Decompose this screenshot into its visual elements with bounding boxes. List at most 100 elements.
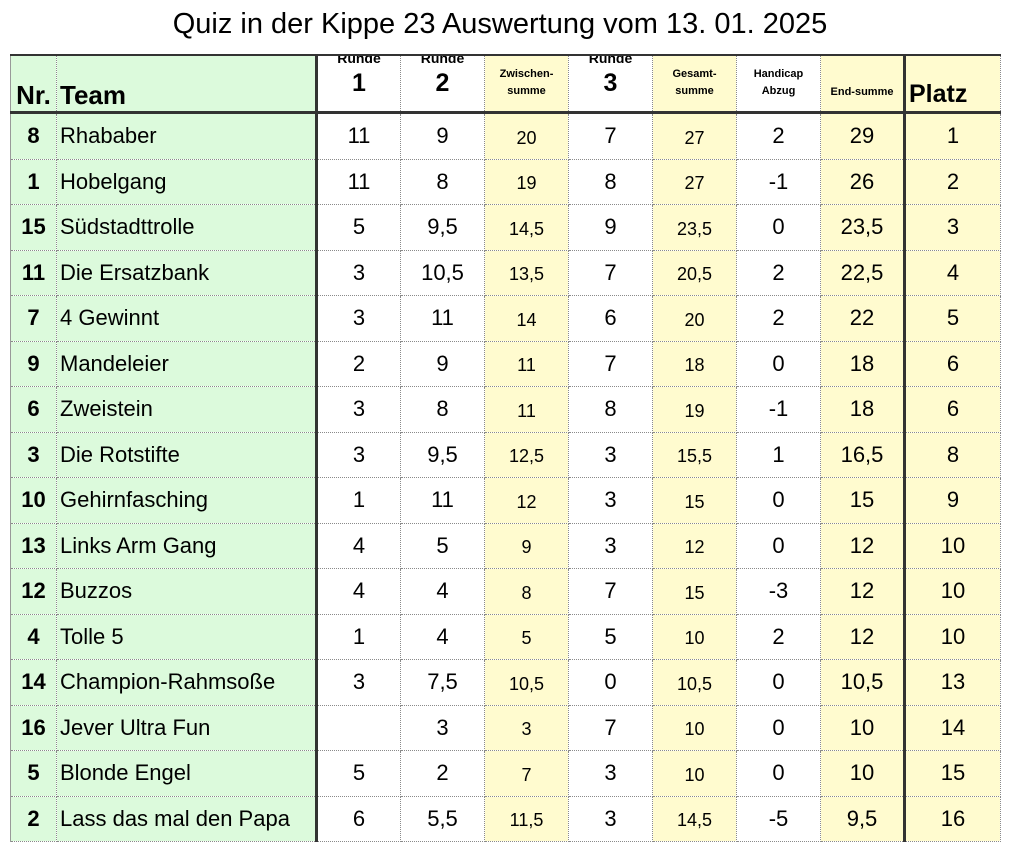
cell-platz: 9 — [904, 477, 1001, 524]
cell-platz: 2 — [904, 158, 1001, 205]
table-row: 12 Buzzos 4 4 8 7 15 -3 12 10 — [10, 568, 1001, 615]
cell-gesamtsumme: 10 — [652, 613, 737, 660]
cell-platz: 16 — [904, 795, 1001, 842]
cell-runde-1: 3 — [316, 659, 401, 706]
cell-runde-3: 8 — [568, 386, 653, 433]
table-row: 8 Rhababer 11 9 20 7 27 2 29 1 — [10, 112, 1001, 160]
table-row: 14 Champion-Rahmsoße 3 7,5 10,5 0 10,5 0 10,5 13 — [10, 659, 1001, 706]
cell-handicap: 2 — [736, 112, 821, 160]
cell-runde-1: 5 — [316, 750, 401, 797]
cell-handicap: -3 — [736, 568, 821, 615]
cell-runde-3: 7 — [568, 112, 653, 160]
cell-runde-3: 3 — [568, 795, 653, 842]
cell-runde-1: 1 — [316, 613, 401, 660]
cell-nr: 11 — [10, 249, 57, 296]
cell-gesamtsumme: 20 — [652, 295, 737, 342]
cell-platz: 3 — [904, 204, 1001, 251]
cell-nr: 10 — [10, 477, 57, 524]
cell-gesamtsumme: 20,5 — [652, 249, 737, 296]
cell-nr: 1 — [10, 158, 57, 205]
cell-runde-2: 4 — [400, 568, 485, 615]
cell-platz: 6 — [904, 340, 1001, 387]
table-row: 5 Blonde Engel 5 2 7 3 10 0 10 15 — [10, 750, 1001, 797]
cell-team: Buzzos — [56, 568, 318, 615]
cell-gesamtsumme: 15 — [652, 568, 737, 615]
cell-zwischensumme: 19 — [484, 158, 569, 205]
cell-handicap: 2 — [736, 295, 821, 342]
cell-runde-3: 3 — [568, 522, 653, 569]
cell-runde-2: 7,5 — [400, 659, 485, 706]
cell-runde-2: 8 — [400, 386, 485, 433]
cell-runde-3: 7 — [568, 704, 653, 751]
cell-platz: 13 — [904, 659, 1001, 706]
table-row: 13 Links Arm Gang 4 5 9 3 12 0 12 10 — [10, 522, 1001, 569]
cell-runde-1: 6 — [316, 795, 401, 842]
table-row: 2 Lass das mal den Papa 6 5,5 11,5 3 14,5 -5 9,5… — [10, 795, 1001, 842]
table-row: 15 Südstadttrolle 5 9,5 14,5 9 23,5 0 23,5 3 — [10, 204, 1001, 251]
cell-team: Lass das mal den Papa — [56, 795, 318, 842]
cell-zwischensumme: 10,5 — [484, 659, 569, 706]
cell-nr: 3 — [10, 431, 57, 478]
cell-nr: 9 — [10, 340, 57, 387]
cell-endsumme: 18 — [820, 386, 906, 433]
cell-runde-2: 4 — [400, 613, 485, 660]
cell-runde-1: 3 — [316, 249, 401, 296]
header-handicap: Handicap Abzug — [736, 54, 821, 114]
cell-handicap: -1 — [736, 158, 821, 205]
cell-zwischensumme: 20 — [484, 112, 569, 160]
cell-nr: 13 — [10, 522, 57, 569]
cell-nr: 6 — [10, 386, 57, 433]
cell-runde-1 — [316, 704, 401, 751]
cell-platz: 15 — [904, 750, 1001, 797]
cell-runde-1: 4 — [316, 568, 401, 615]
cell-endsumme: 22 — [820, 295, 906, 342]
cell-platz: 5 — [904, 295, 1001, 342]
cell-runde-1: 2 — [316, 340, 401, 387]
table-row: 9 Mandeleier 2 9 11 7 18 0 18 6 — [10, 340, 1001, 387]
header-runde-1: Runde 1 — [316, 54, 401, 114]
cell-runde-2: 10,5 — [400, 249, 485, 296]
cell-handicap: 0 — [736, 750, 821, 797]
cell-gesamtsumme: 10 — [652, 750, 737, 797]
cell-endsumme: 10 — [820, 704, 906, 751]
cell-runde-3: 9 — [568, 204, 653, 251]
cell-handicap: 0 — [736, 204, 821, 251]
cell-runde-2: 3 — [400, 704, 485, 751]
cell-runde-1: 3 — [316, 295, 401, 342]
cell-endsumme: 26 — [820, 158, 906, 205]
header-endsumme: End-summe — [820, 54, 906, 114]
cell-zwischensumme: 5 — [484, 613, 569, 660]
cell-gesamtsumme: 10,5 — [652, 659, 737, 706]
cell-team: Mandeleier — [56, 340, 318, 387]
table-row: 10 Gehirnfasching 1 11 12 3 15 0 15 9 — [10, 477, 1001, 524]
cell-nr: 8 — [10, 112, 57, 160]
cell-team: Champion-Rahmsoße — [56, 659, 318, 706]
cell-team: Jever Ultra Fun — [56, 704, 318, 751]
cell-nr: 15 — [10, 204, 57, 251]
cell-handicap: 0 — [736, 340, 821, 387]
table-row: 11 Die Ersatzbank 3 10,5 13,5 7 20,5 2 22,5 4 — [10, 249, 1001, 296]
cell-gesamtsumme: 23,5 — [652, 204, 737, 251]
cell-gesamtsumme: 27 — [652, 112, 737, 160]
cell-runde-3: 5 — [568, 613, 653, 660]
cell-handicap: 0 — [736, 522, 821, 569]
cell-handicap: -1 — [736, 386, 821, 433]
cell-platz: 10 — [904, 568, 1001, 615]
cell-zwischensumme: 12 — [484, 477, 569, 524]
cell-runde-1: 11 — [316, 112, 401, 160]
header-nr: Nr. — [10, 54, 57, 114]
cell-endsumme: 9,5 — [820, 795, 906, 842]
cell-nr: 12 — [10, 568, 57, 615]
table-row: 1 Hobelgang 11 8 19 8 27 -1 26 2 — [10, 158, 1001, 205]
cell-runde-2: 11 — [400, 295, 485, 342]
cell-team: Links Arm Gang — [56, 522, 318, 569]
cell-team: 4 Gewinnt — [56, 295, 318, 342]
cell-endsumme: 29 — [820, 112, 906, 160]
cell-runde-3: 8 — [568, 158, 653, 205]
cell-team: Hobelgang — [56, 158, 318, 205]
cell-zwischensumme: 9 — [484, 522, 569, 569]
cell-runde-2: 9 — [400, 112, 485, 160]
cell-gesamtsumme: 10 — [652, 704, 737, 751]
cell-nr: 5 — [10, 750, 57, 797]
cell-nr: 7 — [10, 295, 57, 342]
